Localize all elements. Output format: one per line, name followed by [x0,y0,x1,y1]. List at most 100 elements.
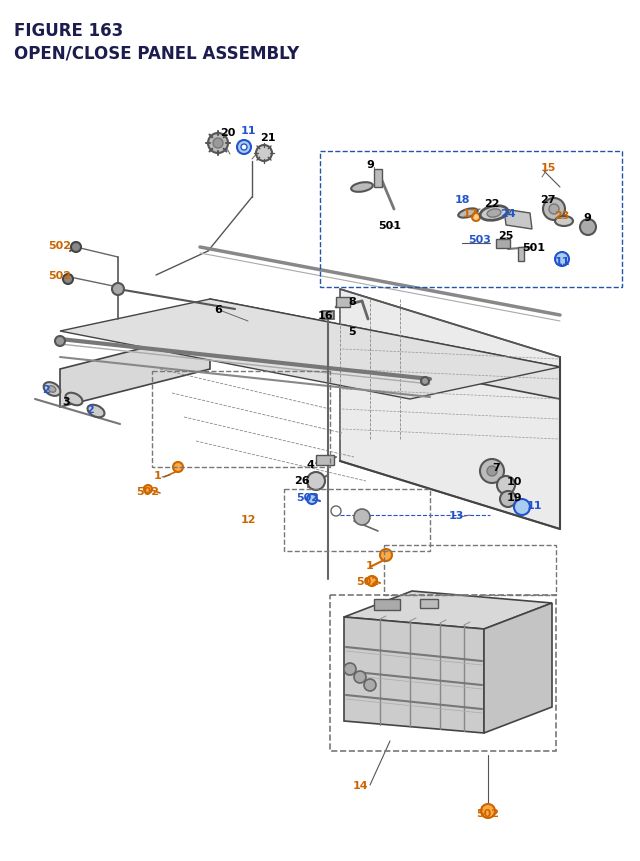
Circle shape [380,549,392,561]
Circle shape [487,467,497,476]
Ellipse shape [44,382,60,396]
Bar [316,455,334,466]
Bar [496,239,510,249]
Text: 13: 13 [448,511,464,520]
Circle shape [256,146,272,162]
Bar [330,595,556,751]
Circle shape [307,473,325,491]
Circle shape [112,283,124,295]
Text: 4: 4 [306,460,314,469]
Text: 27: 27 [540,195,556,205]
Text: 2: 2 [42,385,50,394]
Circle shape [173,462,183,473]
Circle shape [497,476,515,494]
Circle shape [213,139,223,149]
Circle shape [543,199,565,220]
Text: 1: 1 [154,470,162,480]
Text: 501: 501 [378,220,401,231]
Circle shape [500,492,516,507]
Ellipse shape [88,406,104,418]
Text: 25: 25 [499,231,514,241]
Text: 5: 5 [348,326,356,337]
Text: 11: 11 [240,126,256,136]
Text: 26: 26 [294,475,310,486]
Text: 14: 14 [352,780,368,790]
Polygon shape [344,617,484,734]
Text: 502: 502 [356,576,380,586]
Polygon shape [340,289,560,530]
Ellipse shape [458,209,477,219]
Text: 9: 9 [366,160,374,170]
Text: 11: 11 [554,257,570,267]
Bar [322,312,334,319]
Circle shape [354,510,370,525]
Text: 502: 502 [136,486,159,497]
Polygon shape [60,331,210,407]
Text: 503: 503 [468,235,492,245]
Circle shape [237,141,251,155]
Circle shape [367,576,377,586]
Bar [420,599,438,608]
Circle shape [480,460,504,483]
Text: 11: 11 [526,500,541,511]
Circle shape [555,253,569,267]
Text: 15: 15 [540,163,556,173]
Text: 19: 19 [506,492,522,503]
Bar [320,152,622,288]
Text: 1: 1 [366,561,374,570]
Ellipse shape [480,207,508,221]
Text: 24: 24 [500,208,516,219]
Text: FIGURE 163: FIGURE 163 [14,22,124,40]
Text: 18: 18 [454,195,470,205]
Bar [384,545,556,595]
Text: OPEN/CLOSE PANEL ASSEMBLY: OPEN/CLOSE PANEL ASSEMBLY [14,44,300,62]
Circle shape [481,804,495,818]
Circle shape [421,378,429,386]
Polygon shape [210,300,560,400]
Ellipse shape [351,183,373,193]
Bar [336,298,350,307]
Text: 23: 23 [554,211,570,220]
Circle shape [472,214,480,222]
Text: 6: 6 [214,305,222,314]
Polygon shape [60,300,560,400]
Text: 17: 17 [462,208,477,219]
Text: 20: 20 [220,127,236,138]
Text: 21: 21 [260,133,276,143]
Circle shape [307,494,317,505]
Circle shape [241,145,247,151]
Circle shape [63,275,73,285]
Text: 22: 22 [484,199,500,208]
Text: 16: 16 [317,311,333,320]
Circle shape [514,499,530,516]
Text: 502: 502 [49,270,72,281]
Text: 502: 502 [296,492,319,503]
Bar [518,248,524,262]
Bar [152,372,330,468]
Bar [374,599,400,610]
Circle shape [55,337,65,347]
Text: 2: 2 [86,405,94,414]
Ellipse shape [555,217,573,226]
Text: 502: 502 [477,808,499,818]
Bar [284,489,430,551]
Text: 9: 9 [583,213,591,223]
Text: 8: 8 [348,297,356,307]
Text: 10: 10 [506,476,522,486]
Polygon shape [504,210,532,230]
Circle shape [71,243,81,253]
Text: 12: 12 [240,514,256,524]
Text: 3: 3 [62,397,70,406]
Polygon shape [484,604,552,734]
Text: 501: 501 [522,243,545,253]
Bar [374,170,382,188]
Circle shape [144,486,152,493]
Ellipse shape [487,209,501,218]
Circle shape [364,679,376,691]
Circle shape [580,220,596,236]
Text: 502: 502 [49,241,72,251]
Circle shape [354,672,366,684]
Circle shape [549,205,559,214]
Text: 7: 7 [492,462,500,473]
Circle shape [344,663,356,675]
